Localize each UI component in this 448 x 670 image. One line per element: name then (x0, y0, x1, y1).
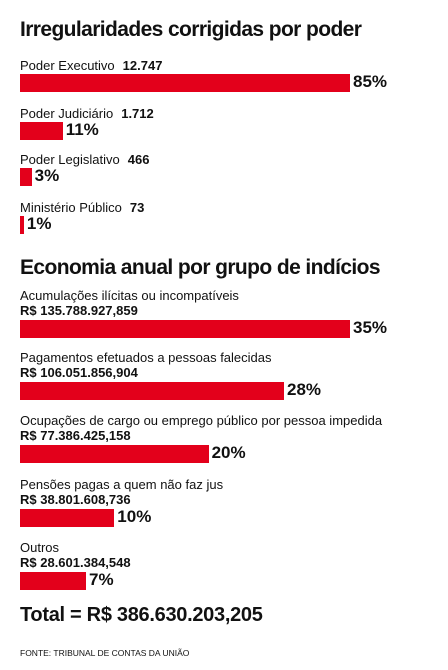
chart1-title: Irregularidades corrigidas por poder (20, 18, 362, 41)
chart1-item-count: 73 (129, 200, 145, 215)
chart1-bar (20, 122, 63, 140)
chart2-bar (20, 445, 209, 463)
chart2-bar-label: 20% (211, 443, 246, 462)
chart1-bar-label: 11% (65, 120, 99, 139)
chart1-item-label: Poder Judiciário 1.712 (20, 106, 154, 121)
chart1-item-name: Poder Judiciário (20, 106, 114, 121)
chart2-item-amount: R$ 28.601.384,548 (20, 555, 131, 570)
chart2-bar-label: 10% (117, 507, 152, 526)
chart2-bar (20, 509, 115, 527)
chart2-item-label: Pagamentos efetuados a pessoas falecidas (20, 350, 272, 365)
chart2-bar-label: 35% (353, 318, 388, 337)
chart2-bar-label: 28% (287, 380, 322, 399)
chart1-bar (20, 216, 24, 234)
chart2-item-label: Outros (20, 540, 60, 555)
chart2-item-amount: R$ 135.788.927,859 (20, 303, 138, 318)
chart2-item-label: Ocupações de cargo ou emprego público po… (20, 413, 383, 428)
chart1-item-count: 466 (127, 152, 150, 167)
total-label: Total = R$ 386.630.203,205 (20, 604, 263, 626)
chart2-title: Economia anual por grupo de indícios (20, 256, 381, 279)
chart1-item-name: Ministério Público (20, 200, 122, 215)
chart2-bar (20, 572, 86, 590)
chart1-item-name: Poder Legislativo (20, 152, 120, 167)
chart2-item-amount: R$ 77.386.425,158 (20, 428, 131, 443)
source-note: FONTE: TRIBUNAL DE CONTAS DA UNIÃO (20, 648, 190, 658)
chart2-item-amount: R$ 38.801.608,736 (20, 492, 131, 507)
chart2-item-label: Pensões pagas a quem não faz jus (20, 477, 224, 492)
chart1-item-label: Poder Legislativo 466 (20, 152, 149, 167)
chart1-bar-label: 85% (353, 72, 388, 91)
chart1-item-count: 1.712 (121, 106, 154, 121)
chart2-bar (20, 320, 350, 338)
chart1-bar-label: 1% (26, 214, 52, 233)
chart1-item-label: Ministério Público 73 (20, 200, 144, 215)
chart1-item-name: Poder Executivo (20, 58, 115, 73)
chart1-bar (20, 168, 32, 186)
chart2-item-label: Acumulações ilícitas ou incompatíveis (20, 288, 239, 303)
chart2-bar-label: 7% (89, 570, 114, 589)
chart1-item-count: 12.747 (122, 58, 163, 73)
chart1-bar (20, 74, 350, 92)
chart2-item-amount: R$ 106.051.856,904 (20, 365, 138, 380)
chart1-item-label: Poder Executivo 12.747 (20, 58, 162, 73)
chart1-bar-label: 3% (34, 166, 60, 185)
chart2-bar (20, 382, 284, 400)
